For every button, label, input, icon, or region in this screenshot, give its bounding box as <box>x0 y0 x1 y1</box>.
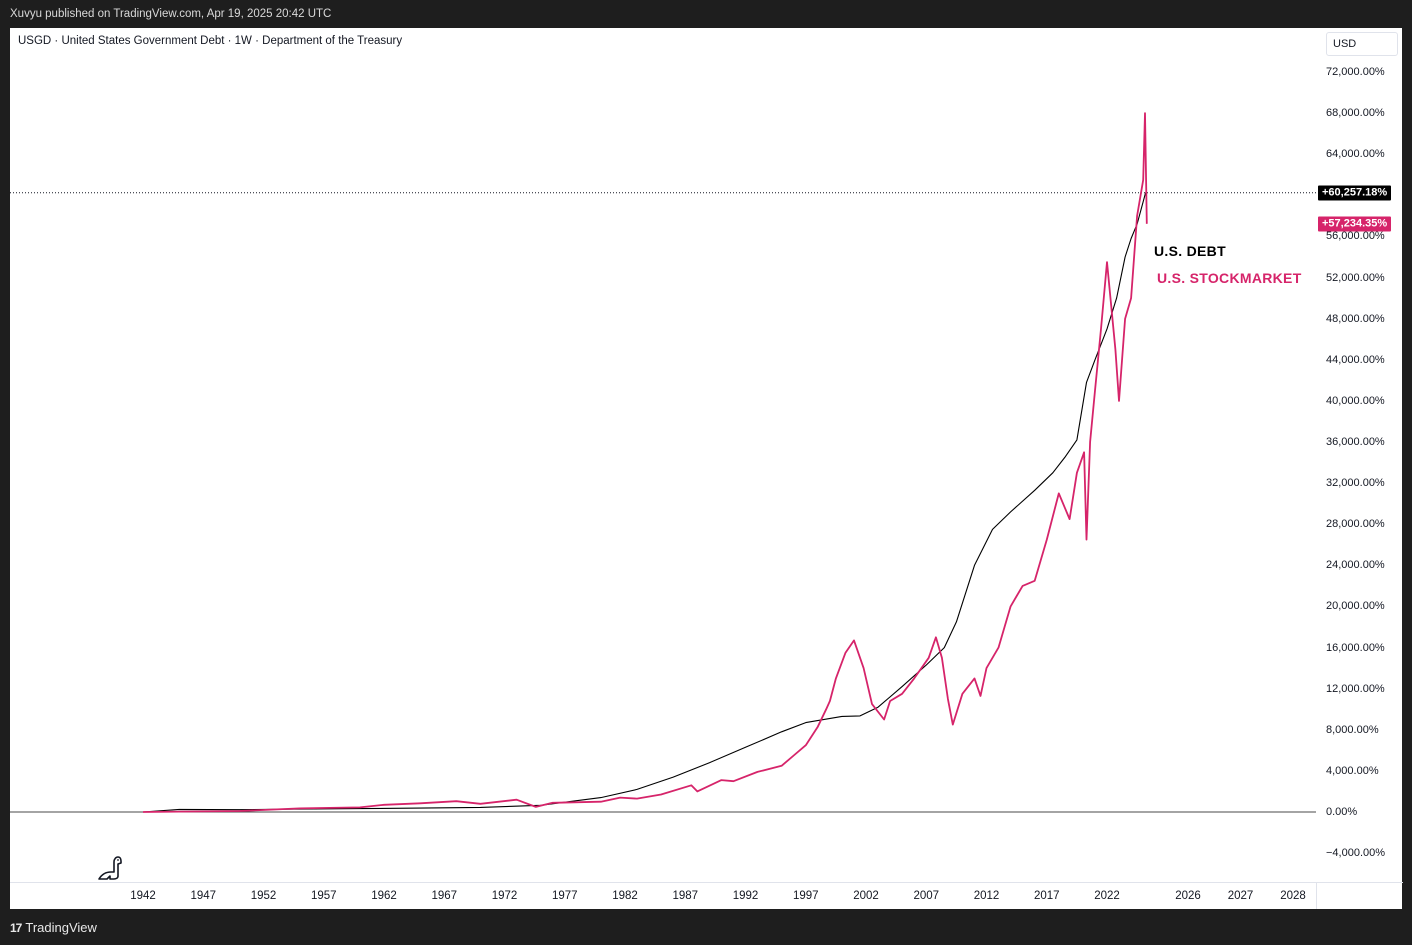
x-tick-label: 2026 <box>1175 890 1201 902</box>
brand-name: TradingView <box>25 920 97 935</box>
footer-bar: 17 TradingView <box>0 909 1412 945</box>
x-tick-label: 2017 <box>1033 890 1060 902</box>
y-tick-label: 8,000.00% <box>1326 723 1379 736</box>
x-tick-label: 1987 <box>672 890 699 902</box>
x-tick-label: 1977 <box>551 890 578 902</box>
y-tick-label: 48,000.00% <box>1326 312 1385 325</box>
y-tick-label: 24,000.00% <box>1326 559 1385 572</box>
series-line-stockmarket <box>142 112 1148 813</box>
x-tick-label: 1947 <box>190 890 217 902</box>
x-tick-label: 2007 <box>913 890 940 902</box>
x-tick-label: 2002 <box>853 890 879 902</box>
dinosaur-icon <box>96 852 124 887</box>
x-tick-label: 1967 <box>431 890 458 902</box>
y-tick-label: 32,000.00% <box>1326 477 1385 490</box>
y-tick-label: 28,000.00% <box>1326 518 1385 531</box>
x-tick-label: 1982 <box>612 890 638 902</box>
x-tick-label: 2027 <box>1227 890 1254 902</box>
y-tick-label: 64,000.00% <box>1326 148 1385 161</box>
x-tick-label: 1952 <box>250 890 277 902</box>
publish-header: Xuvyu published on TradingView.com, Apr … <box>0 0 1412 28</box>
tradingview-brand[interactable]: 17 TradingView <box>10 920 97 935</box>
price-axis[interactable]: USD 72,000.00% 68,000.00% 64,000.00% 56,000… <box>1316 28 1402 882</box>
chart-plot <box>10 112 1316 813</box>
symbol-legend[interactable]: USGD · United States Government Debt · 1… <box>18 35 403 47</box>
y-tick-label: 16,000.00% <box>1326 641 1385 654</box>
x-tick-label: 1992 <box>732 890 759 902</box>
time-axis[interactable]: 1942 1947 1952 1957 1962 1967 1972 1977 1982 1987… <box>10 882 1316 910</box>
currency-selector[interactable]: USD <box>1326 32 1398 56</box>
x-tick-label: 1972 <box>491 890 518 902</box>
series-line-debt <box>142 192 1147 813</box>
x-tick-label: 2022 <box>1094 890 1120 902</box>
y-tick-label: 0.00% <box>1326 806 1358 818</box>
x-tick-label: 1962 <box>371 890 397 902</box>
last-value-tag-debt: +60,257.18% <box>1318 185 1392 201</box>
y-tick-label: 44,000.00% <box>1326 353 1385 366</box>
axis-corner <box>1316 882 1403 910</box>
y-tick-label: 68,000.00% <box>1326 107 1385 120</box>
y-tick-label: 40,000.00% <box>1326 394 1385 407</box>
y-tick-label: 72,000.00% <box>1326 66 1385 78</box>
x-tick-label: 1997 <box>792 890 819 902</box>
y-tick-label: 4,000.00% <box>1326 764 1379 777</box>
x-tick-label: 1957 <box>310 890 337 902</box>
plot-area[interactable]: USGD · United States Government Debt · 1… <box>10 28 1317 882</box>
x-tick-label: 1942 <box>130 890 156 902</box>
x-tick-label: 2012 <box>973 890 1000 902</box>
y-tick-label: 12,000.00% <box>1326 682 1385 695</box>
y-tick-label: 52,000.00% <box>1326 271 1385 284</box>
published-text: Xuvyu published on TradingView.com, Apr … <box>10 8 332 20</box>
annotation-stockmarket: U.S. STOCKMARKET <box>1157 270 1302 286</box>
chart-frame: USGD · United States Government Debt · 1… <box>10 28 1403 910</box>
annotation-debt: U.S. DEBT <box>1154 243 1226 259</box>
tradingview-logo-icon: 17 <box>10 920 22 935</box>
y-tick-label: −4,000.00% <box>1326 847 1386 860</box>
y-tick-label: 20,000.00% <box>1326 600 1385 613</box>
y-tick-label: 36,000.00% <box>1326 436 1385 448</box>
y-tick-label: 56,000.00% <box>1326 230 1385 243</box>
last-value-tag-stockmarket: +57,234.35% <box>1318 216 1392 232</box>
x-tick-label: 2028 <box>1280 890 1306 902</box>
